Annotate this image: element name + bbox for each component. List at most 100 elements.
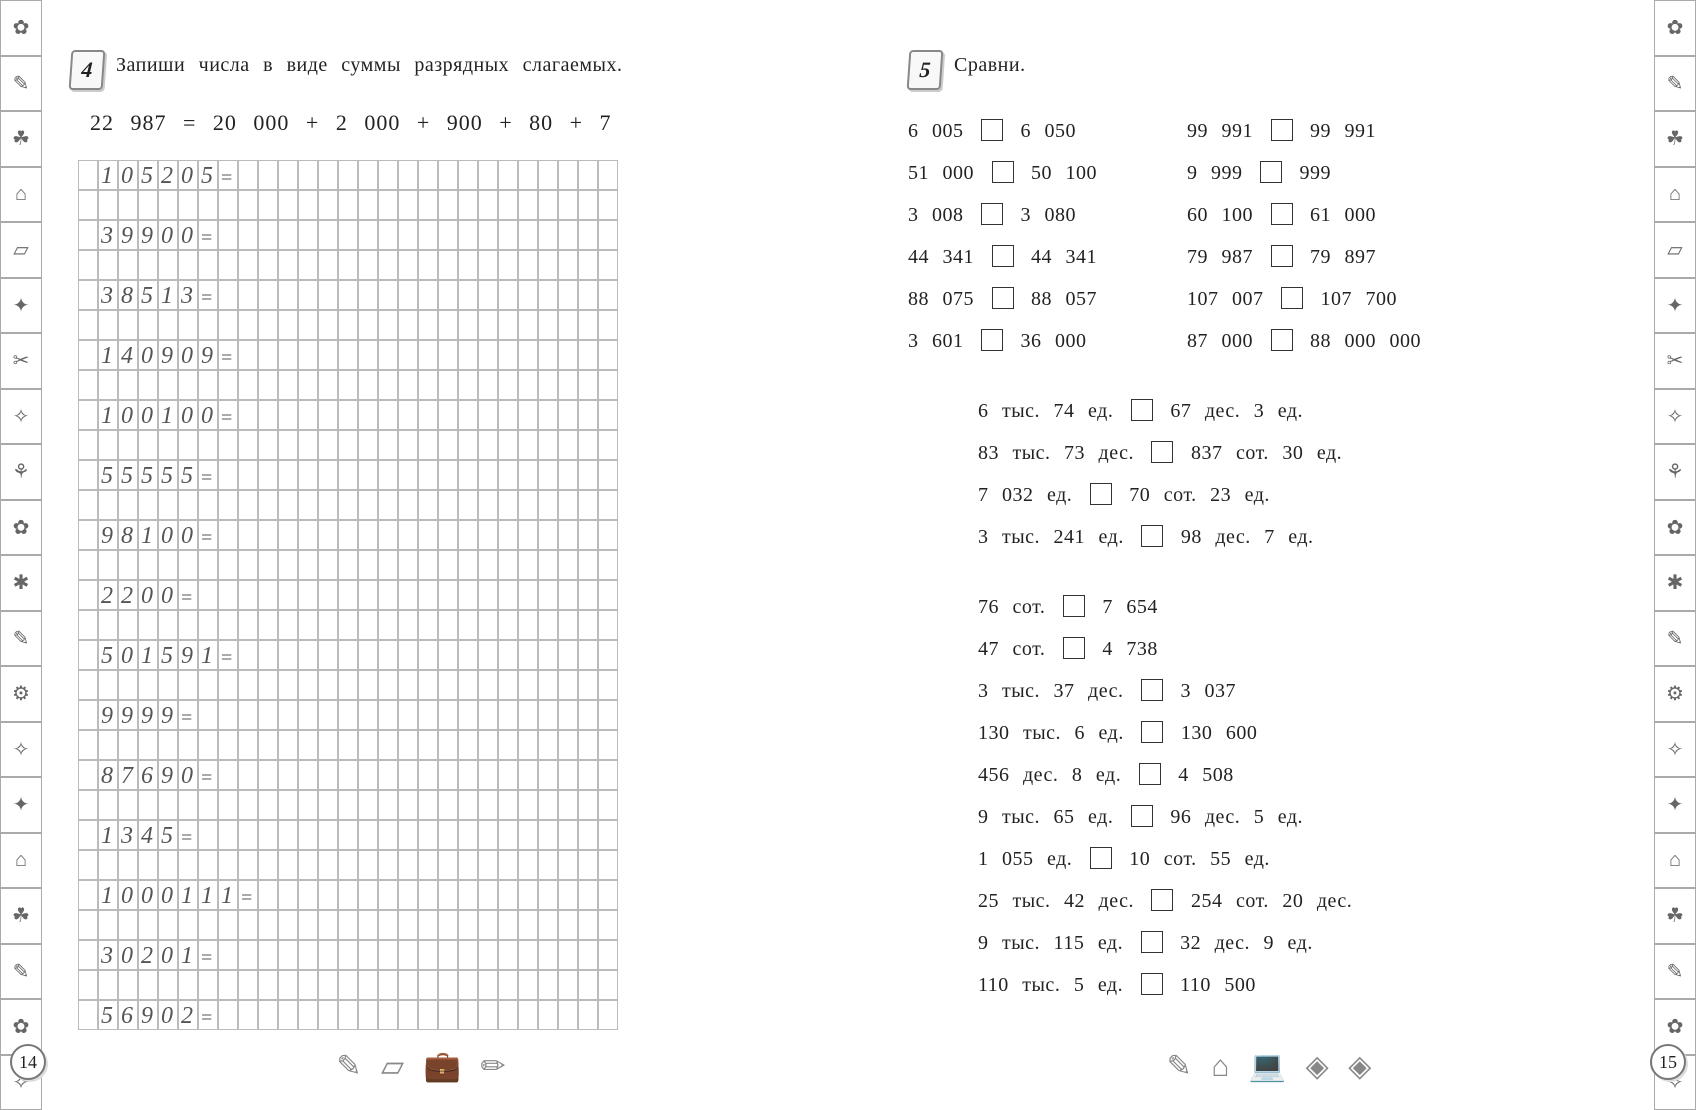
handwritten-char: 1 <box>101 404 113 428</box>
grid-cell <box>178 610 198 640</box>
grid-cell <box>198 700 218 730</box>
grid-cell: = <box>198 520 218 550</box>
grid-cell <box>418 970 438 1000</box>
grid-cell <box>238 400 258 430</box>
grid-cell <box>98 370 118 400</box>
grid-cell <box>258 820 278 850</box>
handwritten-char: = <box>241 888 252 908</box>
grid-cell <box>478 400 498 430</box>
grid-cell <box>438 730 458 760</box>
compare-answer-box[interactable] <box>1281 287 1303 309</box>
compare-answer-box[interactable] <box>1271 329 1293 351</box>
grid-cell <box>318 490 338 520</box>
compare-word-block-2: 76 сот. 7 65447 сот. 4 7383 тыс. 37 дес.… <box>978 586 1626 1006</box>
compare-word-line: 3 тыс. 37 дес. 3 037 <box>978 670 1626 712</box>
compare-word-line: 3 тыс. 241 ед. 98 дес. 7 ед. <box>978 516 1626 558</box>
grid-cell <box>438 970 458 1000</box>
compare-left-value: 6 005 <box>908 120 977 142</box>
grid-cell <box>418 730 438 760</box>
compare-answer-box[interactable] <box>1090 483 1112 505</box>
grid-cell <box>438 850 458 880</box>
grid-cell <box>218 1000 238 1030</box>
compare-line: 9 999 999 <box>1187 152 1421 194</box>
grid-cell <box>598 970 618 1000</box>
compare-answer-box[interactable] <box>1271 245 1293 267</box>
compare-answer-box[interactable] <box>1141 525 1163 547</box>
grid-cell: 5 <box>158 640 178 670</box>
compare-answer-box[interactable] <box>1131 805 1153 827</box>
grid-cell <box>518 670 538 700</box>
grid-cell: = <box>178 820 198 850</box>
grid-cell <box>358 580 378 610</box>
compare-answer-box[interactable] <box>1260 161 1282 183</box>
handwritten-char: 6 <box>141 764 153 788</box>
grid-cell <box>458 970 478 1000</box>
compare-left-value: 6 тыс. 74 ед. <box>978 400 1127 422</box>
grid-cell <box>98 190 118 220</box>
grid-cell <box>358 760 378 790</box>
compare-answer-box[interactable] <box>981 119 1003 141</box>
compare-right-value: 6 050 <box>1007 120 1076 142</box>
handwritten-char: 1 <box>201 884 213 908</box>
handwritten-char: 3 <box>181 284 193 308</box>
compare-left-value: 99 991 <box>1187 120 1267 142</box>
grid-cell <box>238 160 258 190</box>
grid-cell <box>218 370 238 400</box>
grid-cell <box>438 250 458 280</box>
grid-cell <box>478 910 498 940</box>
compare-answer-box[interactable] <box>1139 763 1161 785</box>
compare-answer-box[interactable] <box>1063 595 1085 617</box>
compare-answer-box[interactable] <box>1063 637 1085 659</box>
compare-left-value: 7 032 ед. <box>978 484 1086 506</box>
compare-answer-box[interactable] <box>1141 931 1163 953</box>
grid-cell: = <box>178 580 198 610</box>
grid-cell <box>458 490 478 520</box>
grid-cell <box>278 850 298 880</box>
compare-answer-box[interactable] <box>992 245 1014 267</box>
grid-cell <box>458 910 478 940</box>
grid-cell: 5 <box>158 460 178 490</box>
task-number-5: 5 <box>907 50 944 90</box>
grid-cell: = <box>198 940 218 970</box>
compare-answer-box[interactable] <box>1151 441 1173 463</box>
compare-answer-box[interactable] <box>1271 119 1293 141</box>
grid-cell <box>518 910 538 940</box>
grid-cell <box>578 400 598 430</box>
grid-cell <box>338 310 358 340</box>
compare-answer-box[interactable] <box>981 203 1003 225</box>
grid-cell <box>498 370 518 400</box>
grid-cell <box>118 190 138 220</box>
handwritten-char: 1 <box>221 884 233 908</box>
compare-answer-box[interactable] <box>1131 399 1153 421</box>
compare-answer-box[interactable] <box>1141 679 1163 701</box>
grid-cell <box>558 640 578 670</box>
compare-answer-box[interactable] <box>1090 847 1112 869</box>
grid-cell <box>218 220 238 250</box>
grid-cell <box>238 520 258 550</box>
compare-answer-box[interactable] <box>1141 973 1163 995</box>
grid-cell <box>78 700 98 730</box>
grid-cell <box>438 430 458 460</box>
grid-cell <box>218 820 238 850</box>
grid-cell <box>598 880 618 910</box>
compare-answer-box[interactable] <box>1151 889 1173 911</box>
grid-cell <box>378 550 398 580</box>
compare-answer-box[interactable] <box>1141 721 1163 743</box>
compare-answer-box[interactable] <box>1271 203 1293 225</box>
grid-cell <box>398 640 418 670</box>
grid-cell: 0 <box>118 400 138 430</box>
handwritten-char: 0 <box>121 884 133 908</box>
handwritten-char: 2 <box>181 1004 193 1028</box>
compare-answer-box[interactable] <box>981 329 1003 351</box>
grid-cell <box>518 580 538 610</box>
compare-answer-box[interactable] <box>992 287 1014 309</box>
compare-answer-box[interactable] <box>992 161 1014 183</box>
grid-cell <box>178 370 198 400</box>
handwritten-char: = <box>181 588 192 608</box>
grid-cell <box>358 850 378 880</box>
grid-cell <box>118 430 138 460</box>
handwritten-char: 8 <box>101 764 113 788</box>
grid-cell <box>538 490 558 520</box>
grid-cell: = <box>198 460 218 490</box>
grid-cell <box>398 490 418 520</box>
